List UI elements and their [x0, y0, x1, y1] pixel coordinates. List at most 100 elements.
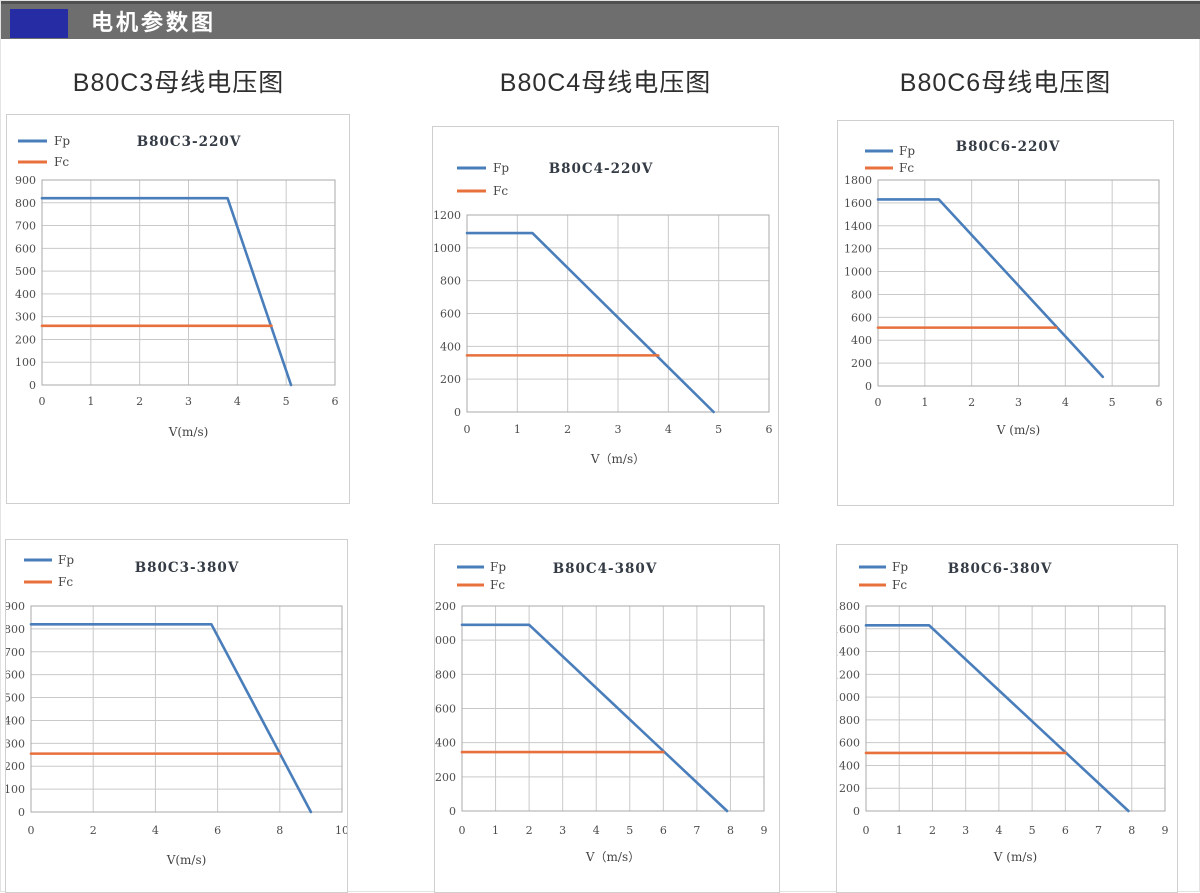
- y-tick-label: 400: [440, 340, 461, 353]
- series-line-fp: [876, 198, 1105, 379]
- plot-frame: [41, 179, 336, 386]
- x-tick-label: 2: [564, 423, 571, 436]
- y-tick-label: 1200: [844, 243, 872, 256]
- series-line-fp: [29, 623, 313, 814]
- y-tick-label: 200: [435, 771, 456, 784]
- y-tick-label: 1600: [837, 623, 860, 636]
- legend-label-fc: Fc: [899, 161, 914, 175]
- x-tick-label: 3: [962, 824, 969, 837]
- y-tick-label: 0: [449, 805, 456, 818]
- x-tick-label: 2: [90, 824, 97, 837]
- series-line-fp: [40, 196, 293, 387]
- y-tick-label: 300: [6, 737, 25, 750]
- x-tick-label: 3: [615, 423, 622, 436]
- chart-title: B80C3-220V: [137, 134, 242, 150]
- legend-label-fp: Fp: [54, 134, 70, 148]
- page-title: 电机参数图: [91, 10, 217, 35]
- x-tick-label: 8: [727, 824, 734, 837]
- legend-label-fc: Fc: [54, 155, 69, 169]
- x-tick-label: 0: [459, 824, 466, 837]
- y-tick-label: 800: [440, 275, 461, 288]
- chart-title: B80C6-380V: [948, 561, 1053, 577]
- y-tick-label: 1000: [844, 266, 872, 279]
- chart-b80c4-380v: 0 200 400 600 800 1000 1200 0 1 2 3 4 5 6 7 8 9 V（m/s） B80…: [435, 560, 768, 864]
- x-tick-label: 3: [1015, 396, 1022, 409]
- y-tick-label: 600: [15, 242, 36, 255]
- section-title-b80c6: B80C6母线电压图: [899, 69, 1112, 97]
- chart-b80c3-220v: 0 100 200 300 400 500 600 700 800 900 0 1 2 3 4 5 6 V(m/s…: [15, 134, 339, 439]
- x-axis-label: V(m/s): [166, 853, 207, 867]
- x-tick-label: 4: [665, 423, 672, 436]
- plot-frame: [461, 605, 765, 812]
- x-tick-label: 6: [766, 423, 773, 436]
- y-tick-label: 900: [15, 174, 36, 187]
- y-tick-label: 400: [839, 759, 860, 772]
- y-tick-label: 0: [853, 805, 860, 818]
- y-tick-label: 500: [15, 265, 36, 278]
- y-tick-label: 1400: [837, 646, 860, 659]
- x-axis-label: V (m/s): [993, 850, 1037, 864]
- section-title-b80c3: B80C3母线电压图: [72, 69, 285, 97]
- x-tick-label: 6: [214, 824, 221, 837]
- series-line-fp: [465, 231, 715, 414]
- x-tick-label: 1: [921, 396, 928, 409]
- y-tick-label: 700: [15, 220, 36, 233]
- x-tick-label: 9: [1162, 824, 1169, 837]
- y-tick-label: 500: [6, 692, 25, 705]
- y-tick-label: 400: [851, 334, 872, 347]
- y-tick-label: 0: [454, 406, 461, 419]
- section-title-b80c4: B80C4母线电压图: [499, 69, 712, 97]
- x-tick-label: 6: [660, 824, 667, 837]
- legend-label-fp: Fp: [899, 144, 915, 158]
- x-tick-label: 6: [1156, 396, 1163, 409]
- chart-panel-b80c6-220v: 0 200 400 600 800 1000 1200 1400 1600 1800 0 1 2 3 4 5 6…: [837, 120, 1174, 506]
- chart-title: B80C4-380V: [553, 561, 658, 577]
- x-tick-label: 5: [1109, 396, 1116, 409]
- x-tick-label: 2: [929, 824, 936, 837]
- series-line-fp: [460, 623, 729, 813]
- chart-title: B80C6-220V: [956, 139, 1061, 155]
- y-tick-label: 100: [15, 356, 36, 369]
- x-tick-label: 7: [1095, 824, 1102, 837]
- y-tick-label: 600: [839, 737, 860, 750]
- y-tick-label: 400: [15, 288, 36, 301]
- y-tick-label: 200: [851, 357, 872, 370]
- x-tick-label: 2: [526, 824, 533, 837]
- y-tick-label: 1000: [435, 634, 456, 647]
- y-tick-label: 1600: [844, 197, 872, 210]
- y-tick-label: 600: [851, 311, 872, 324]
- y-tick-label: 600: [435, 703, 456, 716]
- x-tick-label: 8: [276, 824, 283, 837]
- legend-label-fc: Fc: [490, 578, 505, 592]
- x-tick-label: 2: [136, 395, 143, 408]
- x-tick-label: 2: [968, 396, 975, 409]
- chart-b80c6-220v: 0 200 400 600 800 1000 1200 1400 1600 1800 0 1 2 3 4 5 6…: [844, 139, 1163, 437]
- y-tick-label: 800: [435, 668, 456, 681]
- x-axis-label: V（m/s）: [590, 452, 645, 466]
- legend-label-fp: Fp: [58, 553, 74, 567]
- series-line-fp: [864, 624, 1130, 813]
- x-axis-label: V (m/s): [996, 423, 1040, 437]
- y-tick-label: 1200: [435, 600, 456, 613]
- y-tick-label: 200: [839, 782, 860, 795]
- y-tick-label: 1800: [844, 174, 872, 187]
- y-tick-label: 0: [865, 380, 872, 393]
- header-accent-block: [10, 9, 68, 38]
- x-tick-label: 1: [87, 395, 94, 408]
- y-tick-label: 0: [29, 379, 36, 392]
- y-tick-label: 800: [15, 197, 36, 210]
- x-tick-label: 0: [28, 824, 35, 837]
- chart-title: B80C3-380V: [135, 560, 240, 576]
- x-tick-label: 10: [335, 824, 347, 837]
- x-tick-label: 5: [283, 395, 290, 408]
- x-tick-label: 3: [185, 395, 192, 408]
- legend-label-fp: Fp: [490, 560, 506, 574]
- plot-frame: [877, 179, 1160, 387]
- x-tick-label: 1: [896, 824, 903, 837]
- plot-frame: [466, 214, 770, 413]
- y-tick-label: 800: [6, 623, 25, 636]
- x-tick-label: 4: [995, 824, 1002, 837]
- legend-label-fc: Fc: [892, 578, 907, 592]
- x-tick-label: 7: [693, 824, 700, 837]
- x-tick-label: 4: [234, 395, 241, 408]
